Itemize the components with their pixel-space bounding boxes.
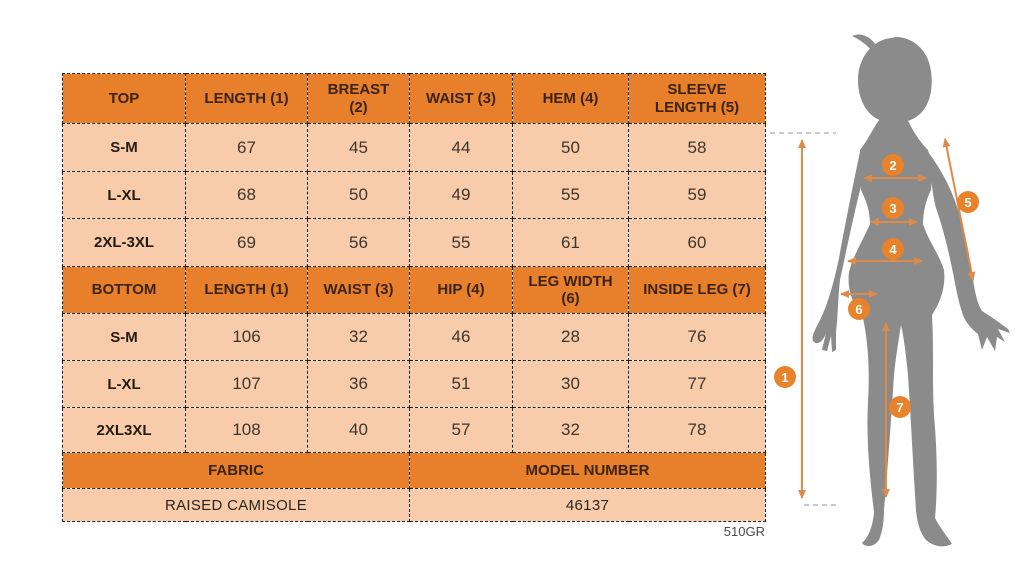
measurement-value: 50 xyxy=(307,171,410,219)
header-bottom-hip: HIP (4) xyxy=(409,266,513,314)
marker-4: 4 xyxy=(882,238,904,260)
marker-label-1: 1 xyxy=(781,370,788,385)
marker-label-5: 5 xyxy=(964,195,971,210)
marker-1: 1 xyxy=(774,366,796,388)
marker-label-3: 3 xyxy=(889,201,896,216)
measurement-value: 76 xyxy=(628,313,766,361)
measurement-value: 60 xyxy=(628,218,766,267)
marker-label-7: 7 xyxy=(896,400,903,415)
measurement-value: 51 xyxy=(409,360,513,408)
size-label: S-M xyxy=(62,313,186,361)
measurement-value: 68 xyxy=(185,171,308,219)
marker-circle-4 xyxy=(882,238,904,260)
table-row: S-M 67 45 44 50 58 xyxy=(62,123,766,172)
header-bottom-legwidth: LEG WIDTH (6) xyxy=(512,266,629,314)
measurement-value: 40 xyxy=(307,407,410,453)
marker-2: 2 xyxy=(882,154,904,176)
header-top-waist: WAIST (3) xyxy=(409,73,513,124)
table-row: 2XL-3XL 69 56 55 61 60 xyxy=(62,218,766,267)
measurement-value: 59 xyxy=(628,171,766,219)
size-label: 2XL3XL xyxy=(62,407,186,453)
marker-6: 6 xyxy=(848,298,870,320)
measurement-value: 55 xyxy=(512,171,629,219)
measurement-value: 49 xyxy=(409,171,513,219)
measurement-value: 32 xyxy=(307,313,410,361)
marker-3: 3 xyxy=(882,197,904,219)
header-fabric: FABRIC xyxy=(62,452,410,489)
measurement-value: 28 xyxy=(512,313,629,361)
header-bottom-insideleg: INSIDE LEG (7) xyxy=(628,266,766,314)
header-top-hem: HEM (4) xyxy=(512,73,629,124)
measurement-figure: 1 2 3 4 5 6 7 xyxy=(770,20,1024,565)
bottom-header-row: BOTTOM LENGTH (1) WAIST (3) HIP (4) LEG … xyxy=(62,266,766,314)
size-label: L-XL xyxy=(62,171,186,219)
marker-circle-5 xyxy=(957,191,979,213)
table-row: L-XL 107 36 51 30 77 xyxy=(62,360,766,408)
measurement-value: 56 xyxy=(307,218,410,267)
measurement-value: 58 xyxy=(628,123,766,172)
measure-arrow-5-sleeve xyxy=(942,138,976,281)
silhouette-right-arm xyxy=(928,152,1010,351)
marker-circle-6 xyxy=(848,298,870,320)
size-label: L-XL xyxy=(62,360,186,408)
measurement-value: 61 xyxy=(512,218,629,267)
footer-header-row: FABRIC MODEL NUMBER xyxy=(62,452,766,489)
marker-circle-3 xyxy=(882,197,904,219)
woman-silhouette-graphic xyxy=(812,34,1010,547)
footer-value-row: RAISED CAMISOLE 46137 xyxy=(62,488,766,522)
table-row: S-M 106 32 46 28 76 xyxy=(62,313,766,361)
header-top-length: LENGTH (1) xyxy=(185,73,308,124)
size-chart-table: TOP LENGTH (1) BREAST (2) WAIST (3) HEM … xyxy=(62,73,766,522)
marker-circle-2 xyxy=(882,154,904,176)
marker-circle-7 xyxy=(889,396,911,418)
measurement-value: 106 xyxy=(185,313,308,361)
top-header-row: TOP LENGTH (1) BREAST (2) WAIST (3) HEM … xyxy=(62,73,766,124)
marker-label-4: 4 xyxy=(889,242,897,257)
header-top-breast: BREAST (2) xyxy=(307,73,410,124)
marker-label-6: 6 xyxy=(855,302,862,317)
size-label: S-M xyxy=(62,123,186,172)
header-model-number: MODEL NUMBER xyxy=(409,452,766,489)
measurement-value: 32 xyxy=(512,407,629,453)
measurement-value: 69 xyxy=(185,218,308,267)
header-top-sleeve: SLEEVE LENGTH (5) xyxy=(628,73,766,124)
measurement-value: 55 xyxy=(409,218,513,267)
measurement-value: 108 xyxy=(185,407,308,453)
model-number-value: 46137 xyxy=(409,488,766,522)
marker-5: 5 xyxy=(957,191,979,213)
measurement-value: 78 xyxy=(628,407,766,453)
header-bottom-waist: WAIST (3) xyxy=(307,266,410,314)
fabric-value: RAISED CAMISOLE xyxy=(62,488,410,522)
measurement-value: 50 xyxy=(512,123,629,172)
measurement-value: 107 xyxy=(185,360,308,408)
measurement-value: 46 xyxy=(409,313,513,361)
table-row: 2XL3XL 108 40 57 32 78 xyxy=(62,407,766,453)
header-top: TOP xyxy=(62,73,186,124)
marker-label-2: 2 xyxy=(889,158,896,173)
table-row: L-XL 68 50 49 55 59 xyxy=(62,171,766,219)
watermark-code: 510GR xyxy=(723,524,765,539)
measurement-value: 77 xyxy=(628,360,766,408)
marker-circle-1 xyxy=(774,366,796,388)
measurement-value: 44 xyxy=(409,123,513,172)
measurement-value: 30 xyxy=(512,360,629,408)
size-label: 2XL-3XL xyxy=(62,218,186,267)
measurement-value: 57 xyxy=(409,407,513,453)
silhouette-head xyxy=(852,34,932,124)
marker-7: 7 xyxy=(889,396,911,418)
measurement-value: 45 xyxy=(307,123,410,172)
header-bottom: BOTTOM xyxy=(62,266,186,314)
measurement-value: 36 xyxy=(307,360,410,408)
measurement-value: 67 xyxy=(185,123,308,172)
header-bottom-length: LENGTH (1) xyxy=(185,266,308,314)
silhouette-left-arm xyxy=(812,152,862,352)
